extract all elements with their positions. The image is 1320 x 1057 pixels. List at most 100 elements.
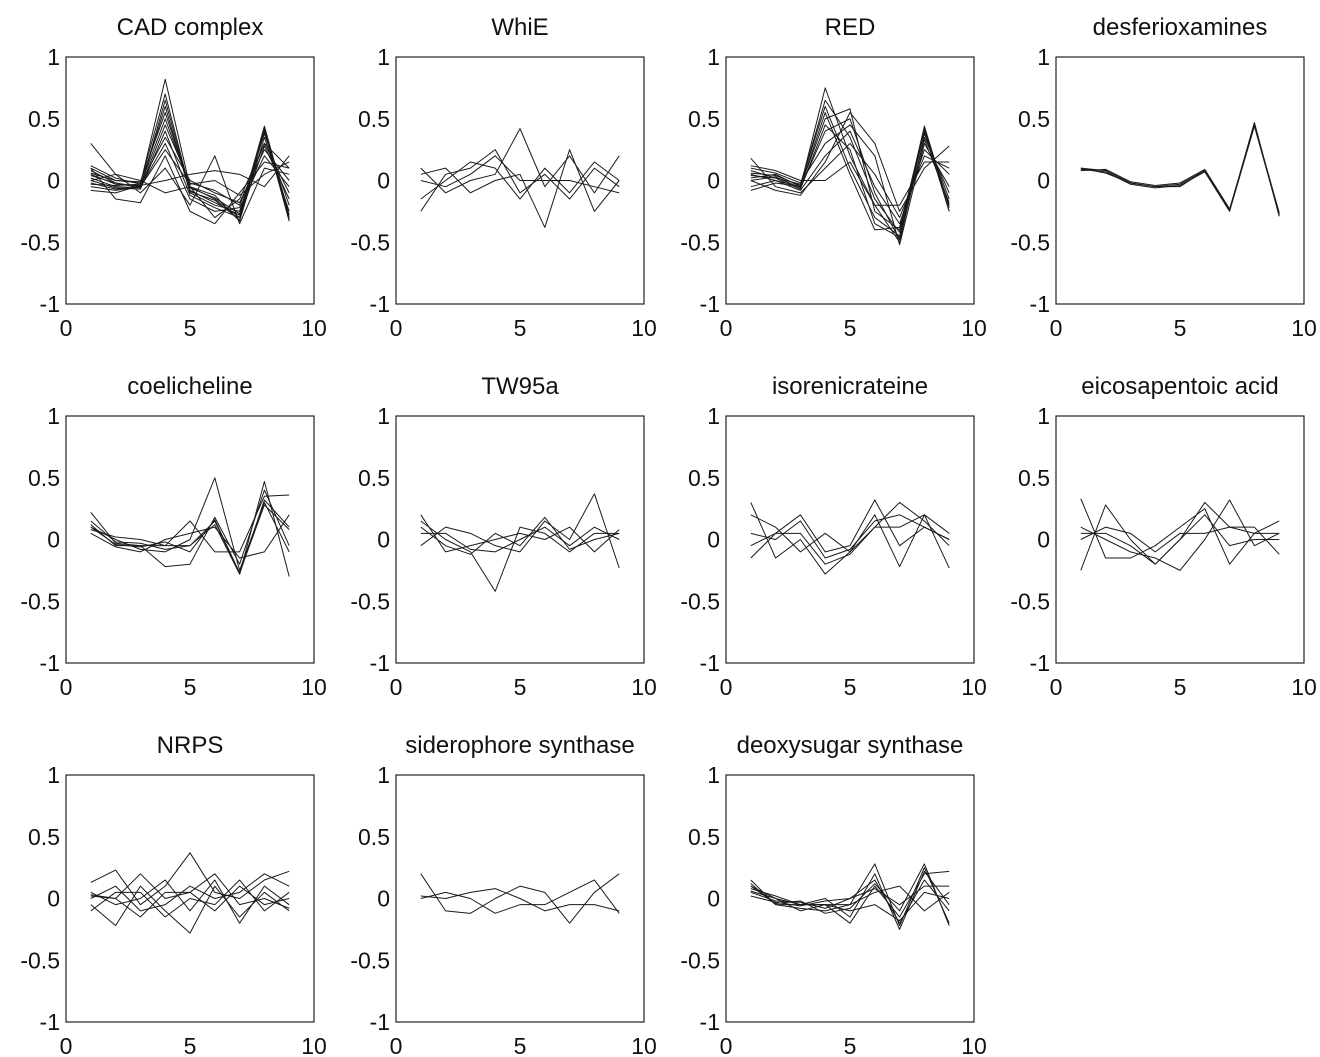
series-line-0	[750, 502, 950, 575]
y-tick-label: 0	[47, 527, 60, 553]
series-line-3	[90, 873, 290, 912]
series-line-1	[420, 128, 620, 194]
axes-frame	[1055, 415, 1305, 664]
series-line-1	[1080, 498, 1280, 565]
series-line-2	[750, 514, 950, 568]
y-tick-label: -1	[700, 1009, 720, 1035]
y-tick-label: -1	[700, 291, 720, 317]
x-tick-label: 10	[301, 674, 327, 700]
panel-title: deoxysugar synthase	[737, 732, 964, 759]
y-tick-label: 0	[707, 527, 720, 553]
panel-title: WhiE	[491, 14, 548, 41]
series-line-0	[1080, 123, 1280, 214]
y-tick-label: -1	[40, 291, 60, 317]
series-line-0	[420, 520, 620, 592]
x-tick-label: 0	[1050, 674, 1063, 700]
panel-title: CAD complex	[117, 14, 264, 41]
y-tick-label: 0.5	[1018, 106, 1050, 132]
x-tick-label: 0	[720, 315, 733, 341]
series-line-7	[750, 890, 950, 922]
y-tick-label: -0.5	[680, 229, 720, 255]
series-line-5	[90, 879, 290, 918]
series-line-12	[90, 142, 290, 219]
series-line-11	[750, 112, 950, 231]
x-tick-label: 5	[844, 315, 857, 341]
x-tick-label: 5	[514, 674, 527, 700]
x-tick-label: 0	[390, 1033, 403, 1057]
panel-title: desferioxamines	[1093, 14, 1268, 41]
y-tick-label: 0	[1037, 527, 1050, 553]
series-line-8	[750, 112, 950, 212]
y-tick-label: 0.5	[688, 824, 720, 850]
axes-frame	[1055, 56, 1305, 305]
y-tick-label: -0.5	[350, 588, 390, 614]
y-tick-label: -0.5	[680, 947, 720, 973]
y-tick-label: 1	[377, 762, 390, 788]
x-tick-label: 0	[720, 1033, 733, 1057]
series-line-4	[1080, 526, 1280, 553]
series-line-4	[750, 870, 950, 930]
x-tick-label: 5	[1174, 674, 1187, 700]
y-tick-label: -1	[1030, 291, 1050, 317]
x-tick-label: 10	[961, 674, 987, 700]
series-line-0	[420, 149, 620, 212]
y-tick-label: 1	[707, 762, 720, 788]
y-tick-label: 0	[377, 168, 390, 194]
series-line-3	[750, 883, 950, 912]
y-tick-label: 0.5	[688, 106, 720, 132]
y-tick-label: -1	[40, 1009, 60, 1035]
series-line-3	[90, 118, 290, 222]
series-line-11	[90, 155, 290, 194]
x-tick-label: 10	[631, 674, 657, 700]
y-tick-label: -0.5	[1010, 229, 1050, 255]
series-line-5	[750, 885, 950, 907]
series-line-3	[90, 494, 290, 553]
y-tick-label: 1	[377, 44, 390, 70]
x-tick-label: 0	[60, 315, 73, 341]
series-line-2	[420, 514, 620, 553]
y-tick-label: -0.5	[680, 588, 720, 614]
x-tick-label: 10	[631, 315, 657, 341]
series-line-4	[90, 124, 290, 206]
series-line-1	[90, 477, 290, 571]
series-line-9	[90, 112, 290, 216]
series-line-10	[90, 155, 290, 225]
y-tick-label: 0.5	[1018, 465, 1050, 491]
series-line-2	[1080, 499, 1280, 571]
y-tick-label: 0.5	[28, 465, 60, 491]
y-tick-label: -1	[370, 291, 390, 317]
axes-frame	[725, 415, 975, 664]
x-tick-label: 5	[184, 1033, 197, 1057]
series-line-13	[90, 99, 290, 222]
y-tick-label: 1	[47, 44, 60, 70]
y-tick-label: 0.5	[28, 824, 60, 850]
y-tick-label: 0	[707, 168, 720, 194]
series-line-3	[1080, 121, 1280, 217]
y-tick-label: -1	[40, 650, 60, 676]
x-tick-label: 5	[184, 674, 197, 700]
series-line-4	[420, 516, 620, 555]
x-tick-label: 10	[301, 1033, 327, 1057]
series-line-1	[750, 499, 950, 553]
y-tick-label: 1	[47, 403, 60, 429]
series-line-0	[90, 480, 290, 577]
y-tick-label: -0.5	[20, 229, 60, 255]
y-tick-label: 1	[47, 762, 60, 788]
y-tick-label: 1	[707, 44, 720, 70]
series-line-6	[90, 873, 290, 918]
series-line-10	[750, 161, 950, 206]
y-tick-label: 0.5	[358, 465, 390, 491]
axes-frame	[65, 415, 315, 664]
y-tick-label: 0	[47, 886, 60, 912]
panel-title: TW95a	[481, 373, 559, 400]
y-tick-label: 0	[1037, 168, 1050, 194]
panel-title: isorenicrateine	[772, 373, 928, 400]
axes-frame	[65, 56, 315, 305]
series-line-7	[90, 142, 290, 212]
